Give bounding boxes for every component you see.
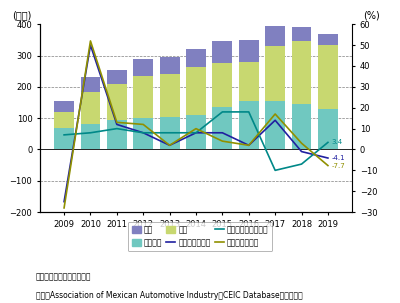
Bar [186,66,206,149]
Bar [265,101,285,149]
Text: 3.4: 3.4 [332,139,343,145]
Bar [107,120,127,149]
Bar [54,112,74,149]
Bar [160,57,180,149]
Text: 備考：伸び率は全て右軸。: 備考：伸び率は全て右軸。 [36,273,92,282]
Bar [265,26,285,149]
Bar [80,125,100,149]
Bar [160,74,180,149]
Bar [318,34,338,149]
Bar [133,59,153,149]
Bar [186,115,206,149]
Legend: 生産, 国内販売, 輸出, 生産（伸び率）, 国内販売（伸び率）, 輸出（伸び率）: 生産, 国内販売, 輸出, 生産（伸び率）, 国内販売（伸び率）, 輸出（伸び率… [128,221,272,251]
Bar [292,104,312,149]
Bar [107,84,127,149]
Bar [292,42,312,149]
Bar [186,49,206,149]
Bar [239,62,259,149]
Text: 資料：Association of Mexican Automotive Industry、CEIC Databaseから作成。: 資料：Association of Mexican Automotive Ind… [36,291,303,300]
Text: (%): (%) [363,11,380,21]
Bar [54,101,74,149]
Bar [160,117,180,149]
Bar [292,27,312,149]
Bar [318,109,338,149]
Text: -4.1: -4.1 [332,155,346,161]
Text: -7.7: -7.7 [332,162,346,168]
Bar [318,45,338,149]
Bar [212,107,232,149]
Bar [80,78,100,149]
Text: (万台): (万台) [12,11,31,21]
Bar [133,76,153,149]
Bar [133,118,153,149]
Bar [212,42,232,149]
Bar [107,70,127,149]
Bar [265,46,285,149]
Bar [239,101,259,149]
Bar [212,63,232,149]
Bar [80,92,100,149]
Bar [239,40,259,149]
Bar [54,128,74,149]
